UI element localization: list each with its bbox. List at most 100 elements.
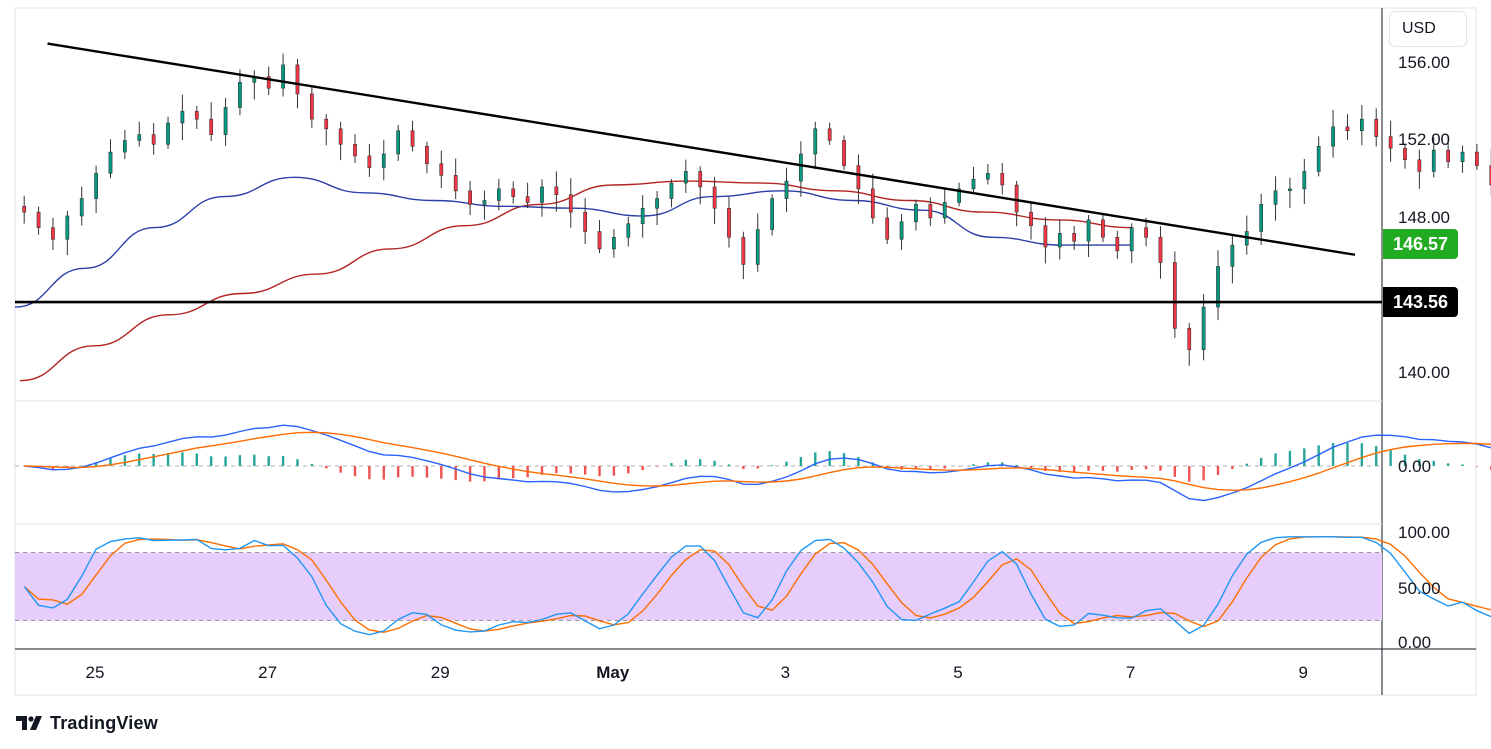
stoch-pane[interactable] — [15, 536, 1491, 636]
candle[interactable] — [65, 211, 70, 256]
candle[interactable] — [137, 121, 142, 147]
descending-trendline[interactable] — [47, 42, 1356, 256]
candle[interactable] — [698, 166, 703, 205]
candle[interactable] — [986, 164, 990, 185]
candle[interactable] — [223, 97, 228, 146]
candle[interactable] — [1216, 250, 1220, 321]
candle[interactable] — [1388, 120, 1393, 162]
candle[interactable] — [914, 199, 918, 231]
candle[interactable] — [1417, 149, 1422, 189]
candle[interactable] — [496, 178, 501, 211]
candle[interactable] — [1187, 322, 1192, 366]
candle[interactable] — [194, 105, 199, 130]
candle[interactable] — [108, 139, 113, 179]
candle[interactable] — [640, 195, 645, 238]
candle[interactable] — [1359, 105, 1364, 146]
candle[interactable] — [827, 122, 832, 145]
candle[interactable] — [180, 94, 185, 141]
candle[interactable] — [1259, 193, 1264, 245]
candle[interactable] — [1144, 217, 1148, 247]
candle[interactable] — [252, 70, 257, 100]
candle[interactable] — [971, 166, 976, 194]
candle[interactable] — [1173, 251, 1177, 338]
candle[interactable] — [799, 141, 803, 197]
candle[interactable] — [885, 207, 890, 244]
candle[interactable] — [1000, 163, 1005, 195]
candle[interactable] — [1072, 225, 1077, 250]
candle[interactable] — [683, 159, 688, 193]
candle[interactable] — [123, 129, 127, 160]
candle[interactable] — [1489, 148, 1491, 196]
candle[interactable] — [1101, 214, 1105, 243]
stoch-d-line[interactable] — [23, 536, 1491, 634]
candle[interactable] — [770, 194, 774, 236]
candle[interactable] — [425, 141, 429, 174]
macd-line[interactable] — [24, 424, 1491, 502]
candle[interactable] — [842, 135, 846, 170]
candle[interactable] — [727, 196, 731, 248]
candle[interactable] — [1115, 230, 1120, 259]
candle[interactable] — [381, 139, 386, 181]
candle[interactable] — [1029, 202, 1033, 240]
candle[interactable] — [870, 173, 875, 224]
candle[interactable] — [1043, 217, 1048, 264]
candle[interactable] — [410, 120, 415, 152]
candle[interactable] — [36, 206, 41, 235]
candle[interactable] — [1446, 137, 1450, 168]
candle[interactable] — [741, 231, 746, 280]
candle[interactable] — [238, 69, 242, 116]
candle[interactable] — [856, 154, 861, 205]
candle[interactable] — [1057, 219, 1062, 260]
candle[interactable] — [353, 134, 357, 164]
candle[interactable] — [310, 85, 314, 128]
candle[interactable] — [151, 123, 156, 155]
candle[interactable] — [1244, 215, 1249, 255]
candle[interactable] — [525, 182, 530, 209]
candle[interactable] — [1475, 143, 1479, 170]
tradingview-brand[interactable]: TradingView — [16, 712, 158, 734]
time-axis[interactable]: 25 27 29 May 3 5 7 9 — [86, 663, 1308, 682]
candle[interactable] — [1288, 177, 1292, 209]
price-pane[interactable] — [14, 42, 1491, 382]
candle[interactable] — [1374, 108, 1379, 147]
candle[interactable] — [1201, 294, 1206, 361]
candle[interactable] — [1403, 143, 1407, 169]
candle[interactable] — [1302, 158, 1307, 205]
candle[interactable] — [899, 214, 904, 250]
candle[interactable] — [928, 197, 933, 226]
candle[interactable] — [281, 53, 285, 97]
ma-fast-line[interactable] — [14, 176, 1132, 308]
candle[interactable] — [1460, 145, 1465, 173]
candle[interactable] — [79, 186, 84, 226]
candle[interactable] — [597, 220, 602, 254]
candle[interactable] — [1345, 114, 1350, 140]
candle[interactable] — [367, 143, 372, 177]
candle[interactable] — [1230, 234, 1235, 284]
candle[interactable] — [338, 121, 343, 161]
candle[interactable] — [1431, 137, 1436, 178]
candle[interactable] — [1158, 226, 1163, 279]
candle[interactable] — [784, 167, 789, 212]
candle[interactable] — [22, 195, 27, 224]
currency-selector[interactable]: USD — [1389, 11, 1467, 47]
candle[interactable] — [511, 181, 516, 204]
macd-signal-line[interactable] — [24, 431, 1491, 492]
candle[interactable] — [655, 191, 659, 226]
candle[interactable] — [554, 171, 559, 212]
candle[interactable] — [1014, 181, 1019, 227]
candle[interactable] — [1273, 176, 1278, 221]
stoch-k-line[interactable] — [23, 536, 1491, 636]
candle[interactable] — [51, 217, 55, 250]
candle[interactable] — [166, 116, 170, 149]
candle[interactable] — [482, 190, 487, 220]
candle[interactable] — [209, 102, 214, 142]
candle[interactable] — [568, 178, 573, 228]
candle[interactable] — [324, 114, 329, 146]
candle[interactable] — [540, 179, 544, 217]
candle[interactable] — [1331, 109, 1335, 158]
candle[interactable] — [1086, 214, 1091, 258]
candle[interactable] — [942, 187, 947, 224]
candle[interactable] — [439, 150, 444, 188]
candle[interactable] — [712, 176, 717, 224]
